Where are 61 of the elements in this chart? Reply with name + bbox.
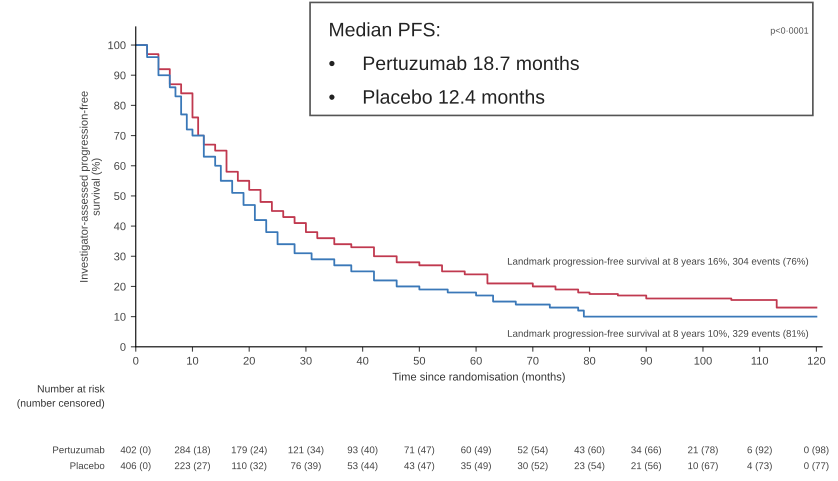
x-tick-label: 40 [356, 356, 368, 365]
text: Placebo [70, 462, 104, 470]
text: Number at risk (number censored) [17, 384, 105, 409]
text: 284 (18) [174, 446, 210, 456]
text: 21 (78) [688, 446, 718, 456]
y-tick-label: 30 [114, 252, 126, 260]
text: 30 (52) [518, 462, 548, 472]
y-tick-label: 10 [114, 312, 126, 321]
text: 93 (40) [348, 446, 378, 456]
text: 21 (56) [631, 462, 662, 472]
x-axis-title: Time since randomisation (months) [392, 372, 565, 383]
text: 0 (98) [804, 446, 829, 456]
y-tick-label: 70 [114, 132, 126, 140]
text: 110 (32) [232, 462, 266, 472]
text: 43 (60) [574, 446, 604, 456]
text: 223 (27) [174, 462, 210, 472]
text: 53 (44) [348, 462, 378, 472]
x-tick-label: 10 [187, 356, 198, 365]
annotation: • Placebo 12.4 months [329, 90, 544, 104]
text: 35 (49) [461, 462, 491, 472]
text: 179 (24) [232, 446, 267, 456]
text: 406 (0) [120, 462, 151, 472]
x-tick-label: 0 [133, 356, 138, 365]
x-tick-label: 70 [527, 356, 539, 365]
annotation: Median PFS: [330, 22, 440, 36]
y-tick-label: 100 [108, 41, 126, 50]
x-tick-label: 30 [300, 356, 312, 365]
annotation: Landmark progression-free survival at 8 years 16%, 304 events (76%) [508, 258, 808, 267]
text: 402 (0) [120, 446, 151, 456]
text: 71 (47) [404, 446, 434, 456]
x-tick-label: 80 [584, 356, 596, 365]
x-tick-label: 110 [752, 356, 768, 365]
y-tick-label: 90 [114, 71, 126, 80]
x-tick-label: 90 [640, 356, 652, 365]
x-tick-label: 120 [808, 356, 826, 365]
text: 0 (77) [804, 462, 829, 472]
text: 34 (66) [631, 446, 662, 456]
text: 23 (54) [574, 462, 604, 472]
text: Pertuzumab [53, 446, 104, 454]
text: 4 (73) [747, 462, 772, 472]
x-tick-label: 60 [470, 356, 482, 365]
annotation: Landmark progression-free survival at 8 years 10%, 329 events (81%) [508, 330, 808, 339]
y-tick-label: 60 [114, 162, 126, 170]
x-tick-label: 100 [694, 356, 712, 365]
y-tick-label: 50 [114, 192, 126, 200]
text: 10 (67) [688, 462, 718, 472]
x-tick-label: 20 [244, 356, 255, 365]
annotation: p<0·0001 [770, 27, 808, 36]
y-axis-title: Investigator-assessed progression-free survival (%) [80, 91, 102, 282]
text: 6 (92) [747, 446, 772, 456]
text: 121 (34) [288, 446, 324, 456]
x-tick-label: 50 [414, 356, 426, 365]
y-tick-label: 80 [114, 102, 126, 110]
text: 52 (54) [518, 446, 548, 456]
annotation: • Pertuzumab 18.7 months [329, 56, 579, 70]
text: 60 (49) [461, 446, 491, 456]
y-tick-label: 20 [114, 282, 126, 291]
y-tick-label: 0 [120, 343, 126, 351]
y-tick-label: 40 [114, 222, 126, 230]
text: 43 (47) [404, 462, 434, 472]
text: 76 (39) [291, 462, 321, 472]
